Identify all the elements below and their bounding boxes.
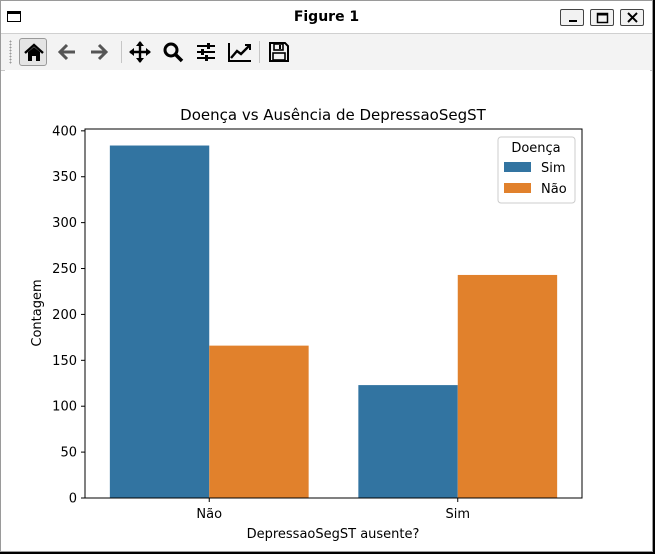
y-tick-label: 0 xyxy=(69,492,77,507)
back-button[interactable] xyxy=(53,38,81,66)
toolbar-separator xyxy=(259,41,260,63)
chart-title: Doença vs Ausência de DepressaoSegST xyxy=(180,106,486,124)
y-tick-label: 50 xyxy=(60,446,77,461)
legend-swatch xyxy=(504,183,531,193)
arrow-left-icon xyxy=(57,43,75,61)
x-tick-label: Sim xyxy=(445,507,470,522)
floppy-disk-icon xyxy=(269,42,289,62)
toolbar-grip xyxy=(9,40,12,64)
configure-subplots-button[interactable] xyxy=(192,38,220,66)
legend-label: Sim xyxy=(541,161,566,176)
bar-n-o-1 xyxy=(457,274,558,498)
forward-button[interactable] xyxy=(85,38,113,66)
save-button[interactable] xyxy=(265,38,293,66)
minimize-icon xyxy=(569,20,577,22)
y-tick-label: 350 xyxy=(52,170,77,185)
plot-frame xyxy=(84,128,583,499)
line-chart-icon xyxy=(228,43,251,62)
minimize-button[interactable] xyxy=(560,9,584,26)
bar-sim-1 xyxy=(358,385,458,498)
title-bar: Figure 1 xyxy=(1,1,652,34)
y-axis-label: Contagem xyxy=(30,279,45,346)
y-tick-label: 100 xyxy=(52,400,77,415)
toolbar xyxy=(1,34,652,71)
legend-label: Não xyxy=(541,182,567,197)
x-tick-label: Não xyxy=(196,507,222,522)
zoom-button[interactable] xyxy=(159,38,187,66)
y-tick-label: 400 xyxy=(52,124,77,139)
pan-button[interactable] xyxy=(126,38,154,66)
x-axis-label: DepressaoSegST ausente? xyxy=(247,527,420,542)
close-icon xyxy=(627,12,638,23)
window-title: Figure 1 xyxy=(293,9,360,25)
arrow-right-icon xyxy=(91,43,109,61)
bar-chart: Doença vs Ausência de DepressaoSegST 0 50… xyxy=(30,106,583,542)
edit-axes-button[interactable] xyxy=(225,38,253,66)
close-button[interactable] xyxy=(620,9,644,26)
maximize-button[interactable] xyxy=(590,9,614,26)
magnifier-icon xyxy=(163,42,184,63)
y-tick-label: 300 xyxy=(52,216,77,231)
y-tick-label: 150 xyxy=(52,354,77,369)
legend-swatch xyxy=(504,162,531,172)
bar-sim-0 xyxy=(109,145,210,498)
move-icon xyxy=(129,41,151,63)
y-tick-label: 200 xyxy=(52,308,77,323)
maximize-icon xyxy=(596,12,609,24)
legend-title: Doença xyxy=(511,141,560,156)
y-tick-label: 250 xyxy=(52,262,77,277)
home-icon xyxy=(24,43,44,61)
figure-canvas[interactable]: Doença vs Ausência de DepressaoSegST 0 50… xyxy=(5,70,650,549)
legend: Doença Sim Não xyxy=(497,136,576,204)
window-icon xyxy=(7,11,21,22)
bar-n-o-0 xyxy=(209,345,309,498)
toolbar-separator xyxy=(121,41,122,63)
home-button[interactable] xyxy=(19,38,47,66)
sliders-icon xyxy=(197,43,215,61)
